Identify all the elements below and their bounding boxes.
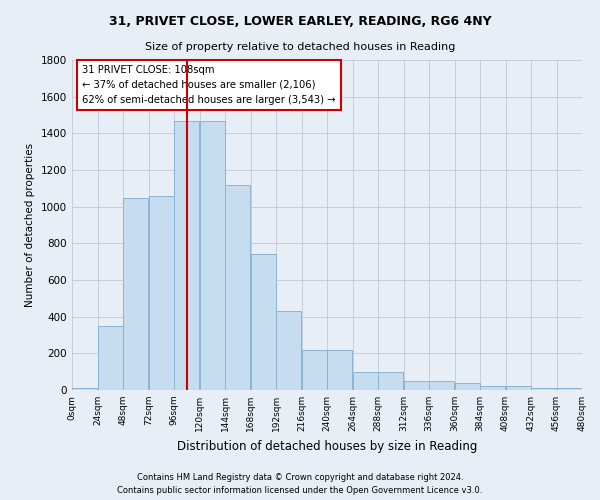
Y-axis label: Number of detached properties: Number of detached properties [25, 143, 35, 307]
Bar [225, 184, 250, 390]
Bar [353, 372, 378, 390]
Bar [404, 381, 429, 390]
Bar [149, 196, 174, 390]
Bar [276, 311, 301, 390]
Text: 31 PRIVET CLOSE: 108sqm
← 37% of detached houses are smaller (2,106)
62% of semi: 31 PRIVET CLOSE: 108sqm ← 37% of detache… [82, 65, 336, 104]
Bar [200, 120, 225, 390]
Text: Contains public sector information licensed under the Open Government Licence v3: Contains public sector information licen… [118, 486, 482, 495]
Text: 31, PRIVET CLOSE, LOWER EARLEY, READING, RG6 4NY: 31, PRIVET CLOSE, LOWER EARLEY, READING,… [109, 15, 491, 28]
Text: Contains HM Land Registry data © Crown copyright and database right 2024.: Contains HM Land Registry data © Crown c… [137, 474, 463, 482]
Bar [174, 120, 199, 390]
Bar [531, 388, 556, 390]
Bar [327, 350, 352, 390]
Bar [72, 388, 97, 390]
Bar [582, 389, 600, 390]
Bar [302, 350, 327, 390]
Bar [123, 198, 148, 390]
Bar [455, 382, 480, 390]
Bar [480, 386, 505, 390]
Bar [98, 326, 123, 390]
Bar [251, 254, 276, 390]
Bar [429, 381, 454, 390]
X-axis label: Distribution of detached houses by size in Reading: Distribution of detached houses by size … [177, 440, 477, 452]
Bar [506, 386, 531, 390]
Text: Size of property relative to detached houses in Reading: Size of property relative to detached ho… [145, 42, 455, 52]
Bar [557, 388, 582, 390]
Bar [378, 372, 403, 390]
